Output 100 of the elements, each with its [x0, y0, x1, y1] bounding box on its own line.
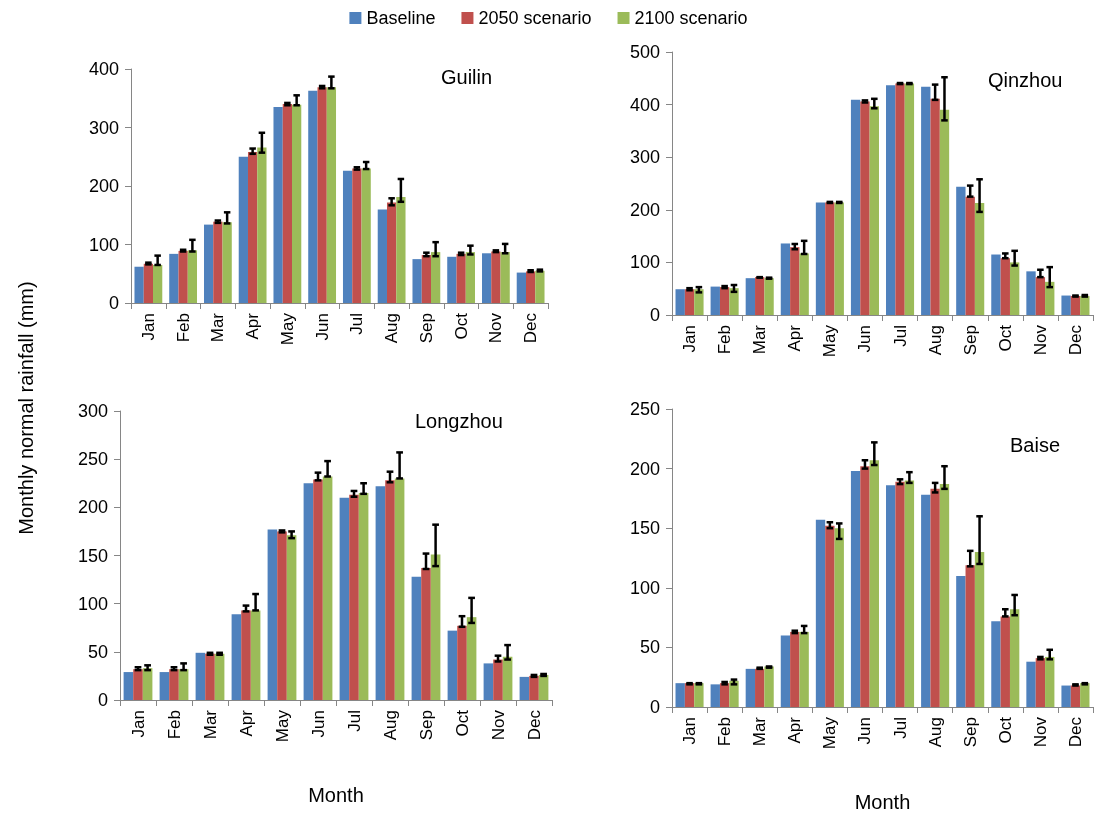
x-tick-label: Feb	[715, 325, 735, 355]
bar	[386, 202, 397, 303]
bar	[764, 666, 774, 707]
legend-label: Baseline	[366, 8, 436, 28]
bar	[860, 101, 870, 315]
bar	[456, 253, 466, 303]
bar	[710, 286, 720, 315]
bar	[134, 266, 144, 303]
bar	[904, 83, 915, 315]
bar	[277, 531, 287, 700]
chart-title: Longzhou	[415, 410, 503, 432]
legend-label: 2100 scenario	[634, 8, 748, 28]
x-tick-label: Jul	[347, 313, 367, 335]
y-tick-label: 300	[88, 117, 119, 138]
y-tick-label: 150	[77, 545, 108, 566]
bar	[1070, 685, 1081, 707]
x-tick-label: Jun	[855, 717, 875, 745]
bar	[991, 621, 1001, 707]
bar	[535, 270, 545, 303]
bar	[339, 497, 350, 700]
bar	[1035, 658, 1046, 707]
bar	[394, 478, 405, 700]
y-tick-label: 400	[88, 59, 119, 79]
x-tick-label: Nov	[1030, 324, 1050, 356]
x-tick-label: Oct	[995, 324, 1015, 352]
x-axis-title: Month	[854, 791, 911, 813]
x-tick-label: Aug	[382, 313, 402, 344]
y-tick-label: 100	[77, 593, 108, 614]
bar	[886, 485, 896, 707]
bar	[187, 250, 198, 303]
bar	[396, 197, 406, 303]
bar	[694, 683, 704, 707]
bar	[529, 675, 539, 700]
bar	[431, 252, 441, 303]
bar	[326, 87, 337, 303]
bar	[358, 492, 369, 700]
bar	[930, 98, 940, 315]
x-tick-label: Apr	[785, 324, 805, 352]
bar	[1045, 656, 1055, 707]
bar	[956, 575, 966, 707]
bar	[1045, 281, 1055, 315]
y-tick-label: 0	[649, 305, 660, 325]
bar	[257, 147, 267, 303]
bar	[965, 565, 975, 707]
bar	[282, 104, 293, 303]
bar	[213, 221, 223, 303]
bar	[195, 652, 206, 700]
y-tick-label: 500	[629, 42, 660, 62]
y-tick-label: 200	[88, 176, 119, 196]
bar	[447, 630, 458, 700]
bar	[516, 272, 526, 303]
x-tick-label: May	[820, 324, 840, 358]
bar	[675, 683, 685, 707]
y-tick-label: 150	[629, 518, 660, 539]
bar	[169, 253, 179, 303]
bar	[493, 659, 503, 700]
bar	[895, 481, 905, 707]
y-axis-title: Monthly normal rainfall (mm)	[14, 281, 38, 535]
x-tick-label: Feb	[715, 717, 735, 747]
bar	[159, 672, 170, 700]
bar	[238, 156, 248, 303]
x-tick-label: Jul	[344, 710, 364, 732]
x-tick-label: Jul	[890, 717, 910, 739]
bar	[710, 684, 720, 707]
bar	[745, 278, 756, 315]
bar	[377, 209, 387, 303]
x-tick-label: Oct	[452, 709, 472, 737]
bar	[430, 554, 441, 700]
bar	[222, 222, 232, 303]
x-tick-label: Dec	[521, 312, 541, 344]
bar	[974, 552, 985, 707]
bar	[850, 99, 861, 315]
x-tick-label: Sep	[960, 325, 980, 356]
x-tick-label: May	[820, 716, 840, 750]
x-tick-label: Aug	[380, 710, 400, 741]
bar	[1009, 609, 1020, 707]
bar	[241, 610, 251, 700]
x-tick-label: Jun	[855, 325, 875, 353]
x-tick-label: Mar	[200, 709, 220, 740]
bar	[1026, 661, 1036, 707]
bar	[729, 288, 739, 315]
y-tick-label: 250	[629, 399, 660, 419]
x-tick-label: Mar	[750, 716, 770, 747]
bar	[123, 672, 134, 700]
bar	[815, 519, 826, 707]
bar	[412, 259, 422, 303]
bar	[1061, 685, 1071, 707]
y-tick-label: 400	[629, 94, 660, 115]
y-tick-label: 200	[77, 497, 108, 518]
bar	[1035, 277, 1046, 315]
bar	[142, 668, 153, 700]
x-tick-label: Apr	[243, 312, 263, 340]
bar	[483, 663, 494, 700]
x-tick-label: Jan	[128, 710, 148, 738]
bar	[322, 476, 333, 700]
bar	[1061, 295, 1071, 315]
bar	[133, 669, 143, 700]
text: Baise	[1010, 434, 1061, 456]
y-tick-label: 0	[649, 697, 660, 717]
bar	[1026, 271, 1036, 315]
